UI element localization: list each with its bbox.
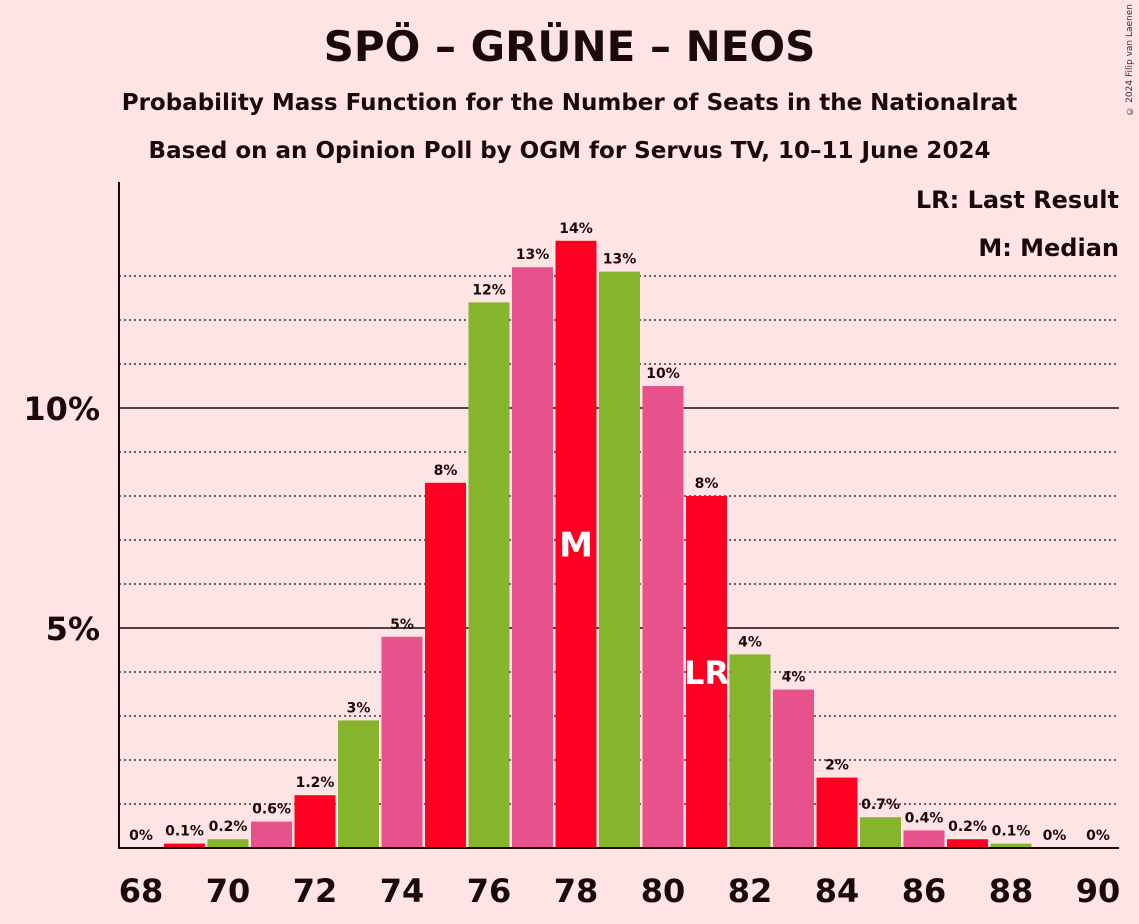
data-label: 0.7% <box>861 797 900 813</box>
bar <box>164 843 205 848</box>
bar <box>338 720 379 848</box>
chart-source: Based on an Opinion Poll by OGM for Serv… <box>148 138 991 164</box>
bar <box>555 240 597 849</box>
data-label: 4% <box>782 670 806 686</box>
data-label: 2% <box>825 758 849 774</box>
last-result-marker: LR <box>684 654 729 692</box>
y-tick-label: 5% <box>46 610 100 648</box>
y-tick-label: 10% <box>23 390 100 428</box>
x-tick-label: 90 <box>1076 872 1121 910</box>
data-label: 0% <box>1043 828 1067 844</box>
median-marker: M <box>559 525 593 565</box>
bar <box>207 839 249 848</box>
bar <box>425 482 466 848</box>
data-label: 8% <box>434 463 458 479</box>
legend-last-result: LR: Last Result <box>915 186 1119 214</box>
x-tick-label: 88 <box>989 872 1034 910</box>
data-label: 14% <box>559 221 593 237</box>
x-tick-label: 76 <box>467 872 512 910</box>
bar <box>686 496 727 848</box>
bar <box>816 777 858 848</box>
data-label: 0.2% <box>209 819 248 835</box>
x-tick-label: 74 <box>380 872 425 910</box>
bar <box>860 817 901 848</box>
x-tick-label: 78 <box>554 872 599 910</box>
data-label: 0% <box>1086 828 1110 844</box>
data-label: 0.4% <box>905 810 944 826</box>
data-label: 0% <box>129 828 153 844</box>
data-label: 10% <box>646 366 680 382</box>
data-label: 0.1% <box>165 824 204 840</box>
chart-subtitle: Probability Mass Function for the Number… <box>121 90 1018 116</box>
data-label: 4% <box>738 634 762 650</box>
x-tick-label: 82 <box>728 872 773 910</box>
x-tick-label: 86 <box>902 872 947 910</box>
data-label: 8% <box>695 476 719 492</box>
bar <box>294 795 336 848</box>
x-tick-label: 84 <box>815 872 860 910</box>
bar <box>990 843 1032 848</box>
bar <box>773 689 814 848</box>
data-label: 12% <box>472 282 506 298</box>
bar <box>251 821 292 848</box>
bar <box>729 654 771 848</box>
data-label: 13% <box>603 252 637 268</box>
chart-title: SPÖ – GRÜNE – NEOS <box>323 22 816 71</box>
legend-median: M: Median <box>978 234 1119 262</box>
data-label: 3% <box>347 700 371 716</box>
data-label: 1.2% <box>296 775 335 791</box>
data-label: 0.2% <box>948 819 987 835</box>
bar <box>381 636 423 848</box>
bar <box>642 386 684 848</box>
data-label: 5% <box>390 617 414 633</box>
data-label: 0.1% <box>992 824 1031 840</box>
data-label: 13% <box>516 247 550 263</box>
bar <box>468 302 510 848</box>
bar <box>947 839 988 848</box>
data-label: 0.6% <box>252 802 291 818</box>
x-tick-label: 68 <box>119 872 164 910</box>
bar <box>512 267 553 848</box>
bar <box>599 271 640 849</box>
x-tick-label: 80 <box>641 872 686 910</box>
x-tick-label: 70 <box>206 872 251 910</box>
bar <box>903 830 945 848</box>
x-tick-label: 72 <box>293 872 338 910</box>
